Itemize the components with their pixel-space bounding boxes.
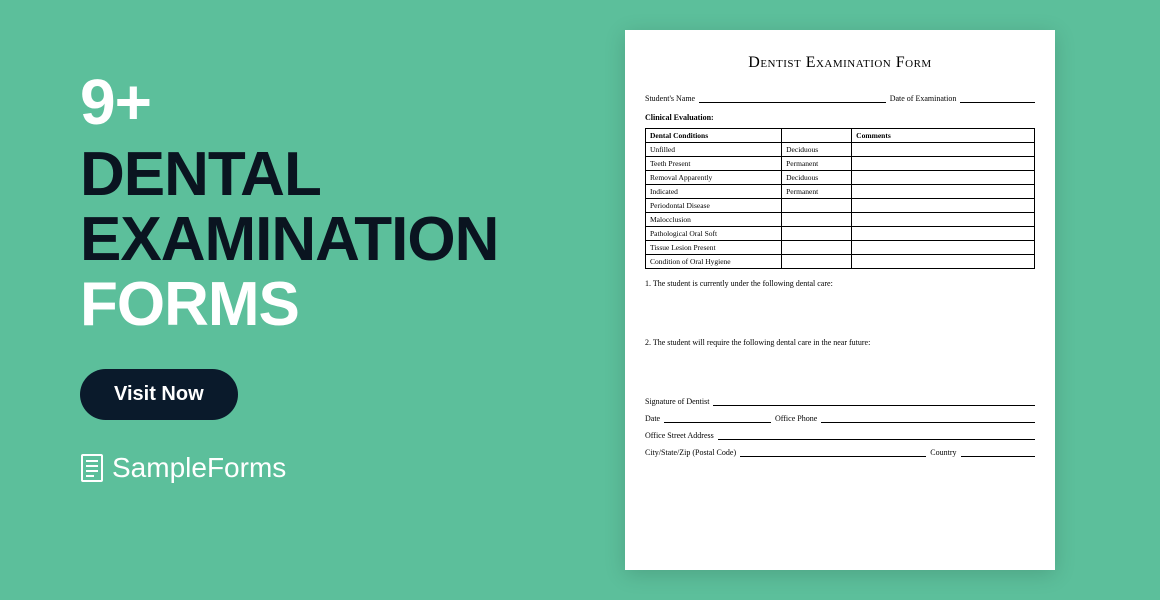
numbered-item-1: 1. The student is currently under the fo… xyxy=(645,279,1035,288)
table-row: Periodontal Disease xyxy=(646,199,1035,213)
date-phone-row: Date Office Phone xyxy=(645,414,1035,423)
numbered-item-2: 2. The student will require the followin… xyxy=(645,338,1035,347)
address-row: Office Street Address xyxy=(645,431,1035,440)
date-label: Date xyxy=(645,414,660,423)
signature-line xyxy=(713,397,1035,406)
brand-name: SampleForms xyxy=(112,452,286,484)
table-header: Comments xyxy=(852,129,1035,143)
signature-row: Signature of Dentist xyxy=(645,397,1035,406)
title-block: DENTAL EXAMINATION FORMS xyxy=(80,142,560,337)
title-line-2: EXAMINATION xyxy=(80,207,560,272)
form-icon xyxy=(80,454,104,482)
table-row: Teeth PresentPermanent xyxy=(646,157,1035,171)
student-name-row: Student's Name Date of Examination xyxy=(645,94,1035,103)
document-title: Dentist Examination Form xyxy=(645,54,1035,72)
country-line xyxy=(961,448,1035,457)
city-country-row: City/State/Zip (Postal Code) Country xyxy=(645,448,1035,457)
document-preview: Dentist Examination Form Student's Name … xyxy=(625,30,1055,570)
hero-panel: 9+ DENTAL EXAMINATION FORMS Visit Now Sa… xyxy=(0,0,560,600)
table-row: Malocclusion xyxy=(646,213,1035,227)
brand-logo: SampleForms xyxy=(80,452,560,484)
address-label: Office Street Address xyxy=(645,431,714,440)
clinical-section-title: Clinical Evaluation: xyxy=(645,113,1035,122)
signature-block: Signature of Dentist Date Office Phone O… xyxy=(645,397,1035,457)
table-header-row: Dental Conditions Comments xyxy=(646,129,1035,143)
table-header xyxy=(782,129,852,143)
phone-label: Office Phone xyxy=(775,414,817,423)
table-row: Condition of Oral Hygiene xyxy=(646,255,1035,269)
phone-line xyxy=(821,414,1035,423)
table-row: Removal ApparentlyDeciduous xyxy=(646,171,1035,185)
date-exam-line xyxy=(960,94,1035,103)
table-row: Tissue Lesion Present xyxy=(646,241,1035,255)
date-exam-label: Date of Examination xyxy=(890,94,957,103)
table-row: UnfilledDeciduous xyxy=(646,143,1035,157)
address-line xyxy=(718,431,1035,440)
table-header: Dental Conditions xyxy=(646,129,782,143)
table-row: IndicatedPermanent xyxy=(646,185,1035,199)
city-line xyxy=(740,448,926,457)
document-preview-panel: Dentist Examination Form Student's Name … xyxy=(560,0,1160,600)
title-line-1: DENTAL xyxy=(80,142,560,207)
country-label: Country xyxy=(930,448,956,457)
student-name-label: Student's Name xyxy=(645,94,695,103)
visit-now-button[interactable]: Visit Now xyxy=(80,369,238,420)
date-line xyxy=(664,414,771,423)
clinical-table: Dental Conditions Comments UnfilledDecid… xyxy=(645,128,1035,269)
table-row: Pathological Oral Soft xyxy=(646,227,1035,241)
student-name-line xyxy=(699,94,886,103)
signature-label: Signature of Dentist xyxy=(645,397,709,406)
title-line-3: FORMS xyxy=(80,272,560,337)
count-badge: 9+ xyxy=(80,70,560,134)
city-label: City/State/Zip (Postal Code) xyxy=(645,448,736,457)
